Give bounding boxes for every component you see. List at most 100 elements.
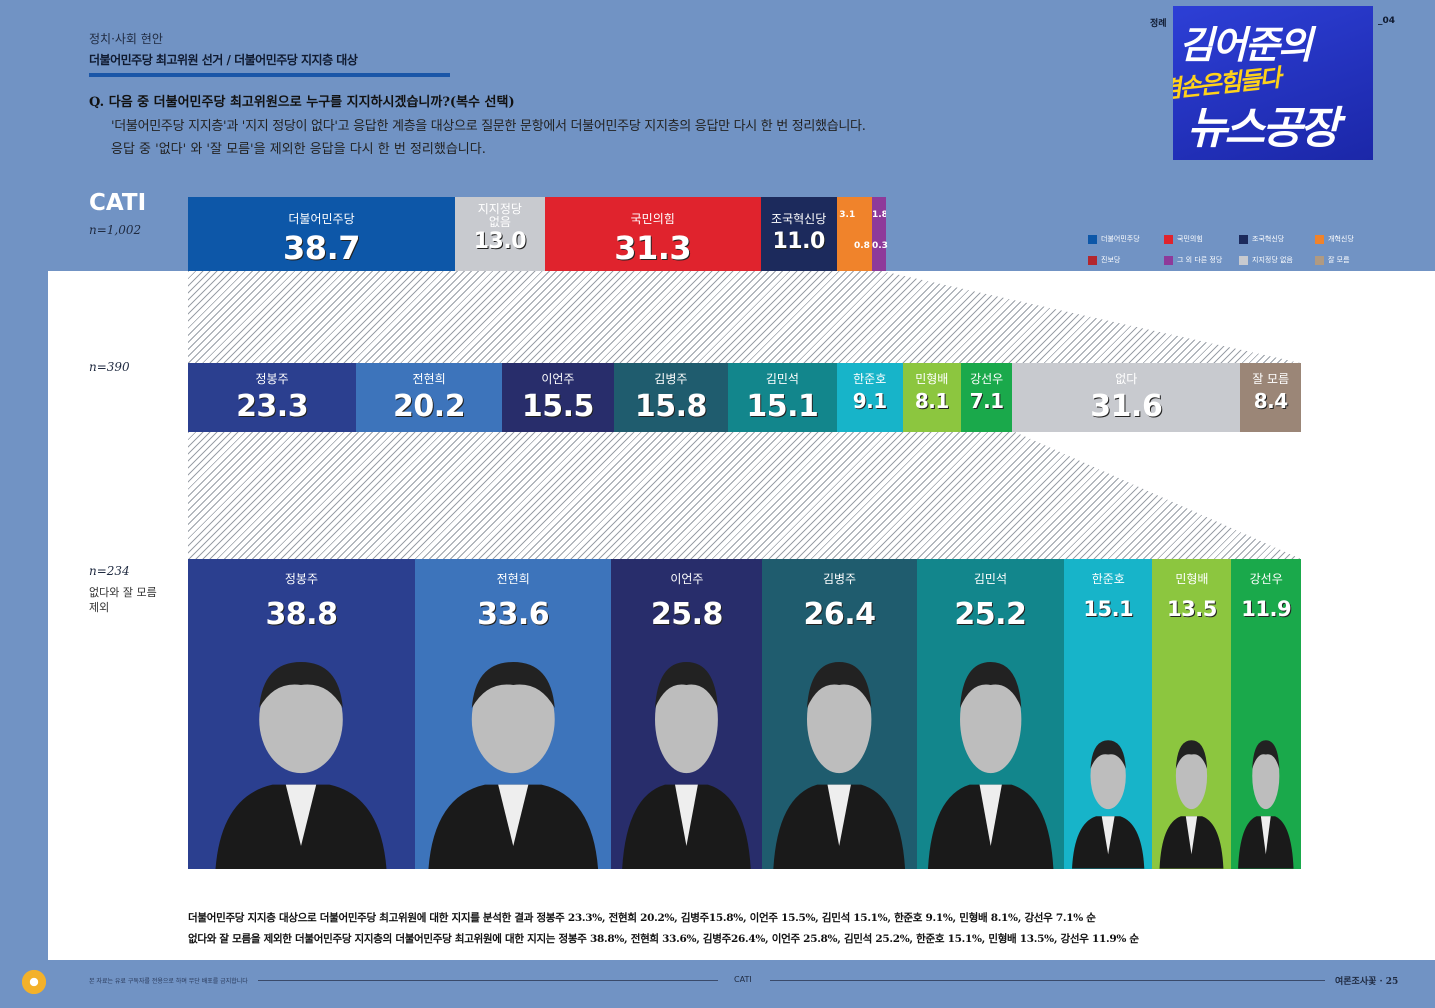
bar-category-label: 없다 bbox=[1115, 372, 1138, 386]
logo-text-1: 김어준의 bbox=[1179, 23, 1313, 67]
bar-value-label: 8.4 bbox=[1253, 389, 1288, 413]
bar-value-label: 26.4 bbox=[803, 597, 877, 632]
page-number: 여론조사꽃 · 25 bbox=[1335, 977, 1399, 987]
bar-segment: 강선우 7.1 bbox=[961, 363, 1013, 432]
candidate-portrait bbox=[921, 639, 1060, 869]
bar-segment: 이언주 25.8 bbox=[611, 559, 763, 869]
page-subtitle: 더불어민주당 최고위원 선거 / 더불어민주당 지지층 대상 bbox=[89, 53, 358, 67]
bar-value-label: 13.5 bbox=[1167, 597, 1217, 621]
bar-category-label: 정봉주 bbox=[255, 372, 289, 386]
bar-category-label: 더불어민주당 bbox=[288, 212, 355, 226]
bar-segment: 1.8 bbox=[871, 197, 886, 271]
bar-category-label: 전현희 bbox=[412, 372, 446, 386]
cati-title: CATI bbox=[89, 190, 147, 216]
bar-value-label: 7.1 bbox=[969, 389, 1004, 413]
bar-category-label: 김민석 bbox=[973, 572, 1007, 586]
bar-value-label: 25.2 bbox=[954, 597, 1027, 632]
bar-category-label: 정봉주 bbox=[284, 572, 319, 586]
bar-value-label: 8.1 bbox=[914, 389, 949, 413]
bar-segment: 조국혁신당 11.0 bbox=[760, 197, 837, 271]
bar-category-label: 이언주 bbox=[541, 372, 575, 386]
bar-category-label: 국민의힘 bbox=[630, 212, 675, 226]
bar-value-label: 25.8 bbox=[650, 597, 724, 632]
footer-rule-right bbox=[770, 980, 1325, 981]
bar-value-label: 11.0 bbox=[772, 229, 825, 254]
bar-segment: 전현희 33.6 bbox=[414, 559, 612, 869]
legend-item: 잘 모름 bbox=[1315, 255, 1350, 265]
question-text: Q. 다음 중 더불어민주당 최고위원으로 누구를 지지하시겠습니까?(복수 선… bbox=[89, 95, 515, 110]
bar-segment: 더불어민주당 38.7 bbox=[188, 197, 456, 271]
bar-segment: 한준호 15.1 bbox=[1064, 559, 1153, 869]
question-note-2: 응답 중 '없다' 와 '잘 모름'을 제외한 응답을 다시 한 번 정리했습니… bbox=[111, 142, 486, 157]
bar-segment: 3.1 bbox=[836, 197, 858, 271]
bar-value-label: 38.7 bbox=[283, 229, 360, 267]
logo-text-3: 뉴스공장 bbox=[1187, 103, 1340, 154]
legend-item: 조국혁신당 bbox=[1239, 234, 1284, 244]
bar-segment: 없다 31.6 bbox=[1012, 363, 1241, 432]
category-label: 정치·사회 현안 bbox=[89, 32, 163, 46]
candidate-support-bar: 정봉주 23.3 전현희 20.2 이언주 15.5 김병주 15.8 김민석 15.1 한준호 9.… bbox=[188, 363, 1301, 432]
legend: 더불어민주당 국민의힘 조국혁신당 개혁신당 진보당 그 외 다른 정당 지지정… bbox=[1088, 234, 1388, 266]
bar-value-label: 31.3 bbox=[614, 229, 692, 267]
question-note-1: '더불어민주당 지지층'과 '지지 정당이 없다'고 응답한 계층을 대상으로 … bbox=[111, 119, 866, 134]
bar-segment: 정봉주 23.3 bbox=[188, 363, 357, 432]
bar-segment: 잘 모름 8.4 bbox=[1240, 363, 1301, 432]
bar-segment: 김민석 15.1 bbox=[727, 363, 837, 432]
bar-segment: 정봉주 38.8 bbox=[188, 559, 415, 869]
bar-category-label: 민형배 bbox=[915, 372, 949, 386]
bar-category-label: 김병주 bbox=[654, 372, 688, 386]
cati-n: n=1,002 bbox=[89, 223, 142, 237]
candidate-portrait bbox=[419, 639, 608, 869]
footer-disclaimer: 본 자료는 유료 구독자를 전용으로 하며 무단 배포를 금지합니다 bbox=[89, 978, 248, 985]
bar-category-label: 잘 모름 bbox=[1252, 372, 1290, 386]
bar-segment: 김병주 15.8 bbox=[613, 363, 728, 432]
legend-item: 그 외 다른 정당 bbox=[1164, 255, 1222, 265]
bar-segment: 민형배 13.5 bbox=[1152, 559, 1232, 869]
legend-item: 지지정당 없음 bbox=[1239, 255, 1293, 265]
footer-rule-left bbox=[258, 980, 718, 981]
bar-segment: 전현희 20.2 bbox=[356, 363, 502, 432]
legend-item: 개혁신당 bbox=[1315, 234, 1354, 244]
bar-category-label: 조국혁신당 bbox=[771, 212, 827, 226]
bar-segment: 강선우 11.9 bbox=[1231, 559, 1301, 869]
bar-value-label: 3.1 bbox=[839, 210, 856, 220]
bar-value-label: 15.1 bbox=[746, 389, 819, 424]
bar-segment: 김민석 25.2 bbox=[916, 559, 1065, 869]
bar-category-label: 전현희 bbox=[496, 572, 530, 586]
summary-line-1: 더불어민주당 지지층 대상으로 더불어민주당 최고위원에 대한 지지를 분석한 … bbox=[188, 912, 1096, 924]
candidate-portrait bbox=[1068, 726, 1148, 869]
bar-segment: 민형배 8.1 bbox=[902, 363, 962, 432]
bar-value-label: 15.1 bbox=[1083, 597, 1134, 621]
bar-category-label: 지지정당 없음 bbox=[477, 202, 522, 229]
bar-category-label: 김병주 bbox=[822, 572, 857, 586]
bar-category-label: 민형배 bbox=[1175, 572, 1209, 586]
bar-value-label: 0.3 bbox=[871, 241, 888, 251]
bar-value-label: 11.9 bbox=[1241, 597, 1292, 621]
bar-segment bbox=[857, 197, 872, 271]
bar-category-label: 강선우 bbox=[1249, 572, 1283, 586]
news-factory-logo: 김어준의 겸손은힘들다 뉴스공장 bbox=[1173, 6, 1373, 160]
party-support-bar: 더불어민주당 38.7 지지정당 없음 13.0 국민의힘 31.3 조국혁신당 11.0 3.… bbox=[188, 197, 888, 271]
bar-value-label: 15.5 bbox=[521, 389, 595, 424]
bar-value-label: 20.2 bbox=[393, 389, 466, 424]
row2-n: n=390 bbox=[89, 360, 130, 374]
bar-segment: 지지정당 없음 13.0 bbox=[455, 197, 545, 271]
candidate-portrait bbox=[1235, 726, 1297, 869]
candidate-support-excluded-bar: 정봉주 38.8 전현희 33.6 이언주 25.8 김병주 26.4 김민석 25.2 한준호 15… bbox=[188, 559, 1301, 869]
bar-segment: 이언주 15.5 bbox=[501, 363, 614, 432]
legend-item: 더불어민주당 bbox=[1088, 234, 1140, 244]
legend-item: 진보당 bbox=[1088, 255, 1120, 265]
bar-value-label: 0.8 bbox=[853, 241, 870, 251]
bar-value-label: 38.8 bbox=[265, 597, 338, 632]
bar-value-label: 1.8 bbox=[871, 210, 886, 220]
bar-value-label: 31.6 bbox=[1090, 389, 1163, 424]
bar-value-label: 33.6 bbox=[477, 597, 550, 632]
legend-item: 국민의힘 bbox=[1164, 234, 1203, 244]
bar-segment: 한준호 9.1 bbox=[836, 363, 903, 432]
bar-value-label: 15.8 bbox=[634, 389, 708, 424]
bar-value-label: 13.0 bbox=[473, 229, 527, 254]
bar-segment: 국민의힘 31.3 bbox=[544, 197, 761, 271]
subtitle-underline bbox=[89, 73, 450, 77]
candidate-portrait bbox=[615, 639, 758, 869]
row3-n: n=234 bbox=[89, 564, 130, 578]
